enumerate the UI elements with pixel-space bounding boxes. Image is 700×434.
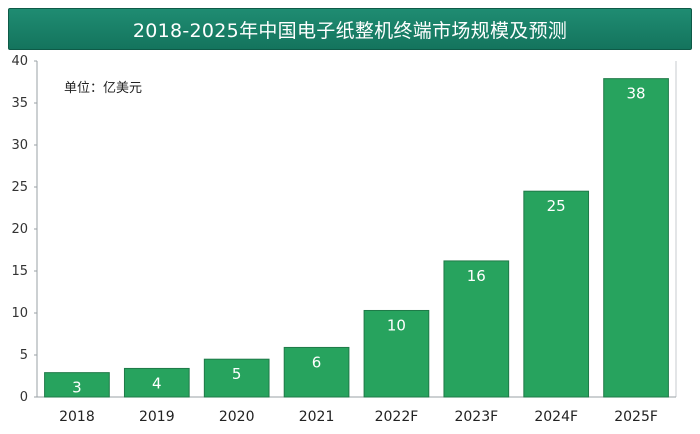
- bar-2022F: [363, 309, 430, 398]
- bar-2025F: [603, 78, 669, 398]
- y-tick-label: 30: [11, 138, 28, 153]
- x-tick-label: 2020: [219, 409, 255, 425]
- y-tick-label: 40: [11, 54, 28, 69]
- bar-value-label: 16: [467, 267, 486, 285]
- bar-value-label: 38: [627, 85, 646, 103]
- bar-2018: [44, 372, 110, 398]
- y-tick-label: 20: [11, 222, 28, 237]
- x-tick-label: 2025F: [614, 409, 658, 425]
- x-axis: 2018 2019 2020 2021 2022F 2023F 2024F 2025F: [59, 409, 658, 425]
- unit-label: 单位：亿美元: [64, 81, 142, 96]
- bars: 3 4 5 6 10 16 25 38: [44, 78, 669, 398]
- bar-value-label: 25: [547, 197, 566, 215]
- bar-value-label: 5: [232, 365, 242, 383]
- y-tick-label: 35: [11, 96, 28, 111]
- bar-value-label: 3: [72, 379, 82, 397]
- x-tick-label: 2022F: [375, 409, 419, 425]
- y-tick-label: 25: [11, 180, 28, 195]
- bar-2019: [123, 367, 190, 398]
- x-tick-label: 2024F: [534, 409, 578, 425]
- x-tick-label: 2021: [299, 409, 335, 425]
- chart-title-bar: 2018-2025年中国电子纸整机终端市场规模及预测: [8, 8, 692, 50]
- y-tick-label: 10: [11, 306, 28, 321]
- bar-value-label: 6: [312, 353, 322, 371]
- bar-2023F: [443, 260, 510, 398]
- y-tick-label: 0: [20, 390, 28, 405]
- y-tick-label: 15: [11, 264, 28, 279]
- bar-2020: [203, 358, 270, 398]
- chart-title: 2018-2025年中国电子纸整机终端市场规模及预测: [132, 19, 568, 42]
- bar-2024F: [523, 190, 590, 398]
- bar-2021: [283, 346, 350, 398]
- x-tick-label: 2018: [59, 409, 95, 425]
- bar-value-label: 4: [152, 374, 162, 392]
- x-tick-label: 2023F: [454, 409, 498, 425]
- x-tick-label: 2019: [139, 409, 175, 425]
- bar-value-label: 10: [387, 316, 406, 334]
- y-tick-label: 5: [20, 348, 28, 363]
